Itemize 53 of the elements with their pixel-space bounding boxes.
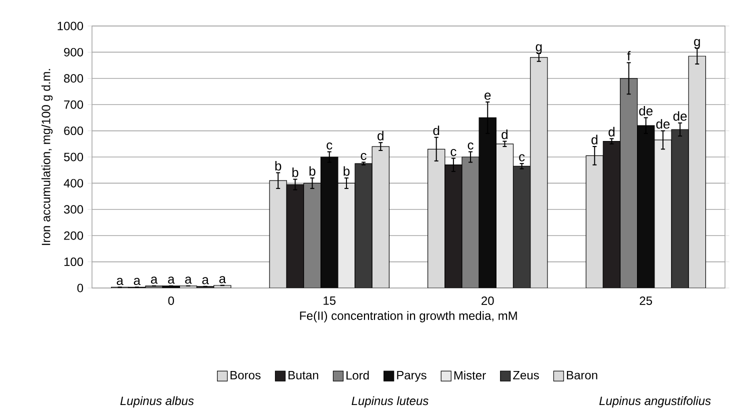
x-tick-label: 15	[324, 296, 336, 305]
data-label: a	[134, 278, 141, 286]
x-tick-label: 25	[640, 296, 652, 305]
data-label: a	[202, 277, 209, 284]
data-label: c	[360, 152, 366, 160]
data-label: b	[344, 166, 350, 176]
data-label: c	[519, 154, 525, 162]
data-label: de	[656, 119, 670, 129]
text: Lupinus angustifolius	[599, 396, 711, 408]
data-label: d	[502, 130, 508, 140]
legend-label: Mister	[454, 370, 486, 380]
y-axis-title: Iron accumulation, mg/100 g d.m.	[41, 69, 53, 245]
x-axis-title: Fe(II) concentration in growth media, mM	[300, 311, 517, 322]
y-tick-label: 700	[64, 100, 84, 109]
data-label: a	[219, 276, 226, 284]
data-label: c	[326, 142, 332, 150]
data-label: d	[378, 130, 384, 140]
x-tick-label: 20	[482, 296, 494, 305]
y-tick-label: 600	[64, 126, 84, 136]
data-label: e	[484, 92, 491, 100]
data-label: de	[673, 111, 687, 121]
data-label: a	[116, 278, 124, 286]
data-label: b	[310, 166, 316, 176]
data-label: a	[150, 276, 158, 284]
x-tick-label: 0	[168, 296, 174, 305]
y-tick-label: 1000	[58, 22, 84, 30]
data-label: a	[185, 276, 192, 284]
data-label: c	[450, 149, 456, 156]
y-tick-label: 900	[64, 48, 84, 56]
y-tick-label: 100	[64, 258, 84, 266]
y-tick-label: 500	[64, 152, 84, 162]
y-tick-label: 300	[64, 205, 84, 214]
legend-label: Baron	[566, 371, 598, 380]
y-tick-label: 800	[64, 74, 84, 83]
data-label: c	[468, 142, 474, 150]
legend-label: Butan	[288, 371, 318, 380]
data-label: b	[275, 160, 282, 171]
legend-label: Lord	[346, 370, 369, 380]
text: Lupinus luteus	[352, 396, 428, 408]
text: Lupinus albus	[120, 396, 194, 408]
data-label: f	[627, 50, 631, 60]
legend-label: Boros	[230, 371, 261, 380]
data-label: a	[168, 276, 175, 284]
data-label: b	[292, 168, 298, 178]
y-tick-label: 0	[77, 284, 84, 292]
legend-label: Zeus	[513, 371, 539, 380]
y-tick-label: 400	[64, 178, 84, 188]
data-label: d	[608, 126, 614, 136]
legend-label: Parys	[397, 371, 426, 382]
data-label: d	[592, 134, 598, 144]
data-label: de	[639, 106, 653, 116]
y-tick-label: 200	[64, 231, 84, 240]
data-label: d	[433, 126, 440, 136]
